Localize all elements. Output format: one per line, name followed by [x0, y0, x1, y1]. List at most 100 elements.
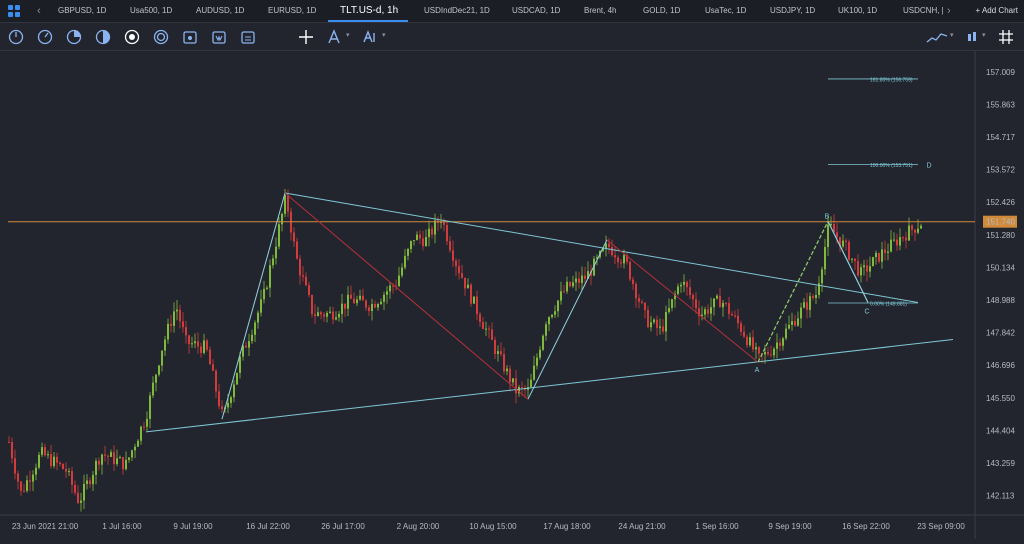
text-tool-icon[interactable]: [362, 29, 378, 45]
tab-8[interactable]: GOLD, 1D: [643, 6, 681, 15]
chevron-down-icon[interactable]: ▾: [950, 32, 954, 39]
candle: [902, 236, 904, 242]
candle: [575, 271, 577, 292]
candle: [287, 189, 289, 218]
tab-12[interactable]: USDCNH, |: [903, 6, 944, 15]
tab-3[interactable]: EURUSD, 1D: [268, 6, 317, 15]
candle: [857, 254, 859, 278]
x-tick-label: 1 Jul 16:00: [102, 522, 142, 531]
clock-icon[interactable]: [66, 29, 82, 45]
candle: [509, 365, 511, 392]
candle: [398, 266, 400, 288]
candle: [182, 312, 184, 333]
circle-dot-icon[interactable]: [124, 29, 140, 45]
candle: [629, 260, 631, 282]
candle: [584, 266, 586, 287]
candle: [248, 333, 250, 357]
candle: [401, 263, 403, 278]
candle: [656, 315, 658, 336]
candle: [749, 332, 751, 348]
candle: [356, 295, 358, 307]
candle: [542, 334, 544, 352]
candle: [905, 231, 907, 249]
tab-4[interactable]: TLT.US-d, 1h: [340, 5, 399, 16]
lower-trendline: [145, 338, 954, 433]
calendar-icon[interactable]: [240, 29, 256, 45]
tab-7[interactable]: Brent, 4h: [584, 6, 617, 15]
grid-icon[interactable]: [998, 29, 1014, 45]
current-price-label: 151.740: [986, 218, 1015, 227]
tab-11[interactable]: UK100, 1D: [838, 6, 878, 15]
candle: [125, 451, 127, 471]
chevron-right-icon[interactable]: ›: [947, 5, 951, 17]
candle: [296, 237, 298, 260]
candle: [260, 289, 262, 317]
add-chart-button[interactable]: + Add Chart: [975, 6, 1018, 15]
price-chart[interactable]: 157.009 155.863 154.717 153.572 152.426 151.2…: [0, 51, 1024, 539]
calendar-icon[interactable]: [182, 29, 198, 45]
candle: [92, 470, 94, 492]
candle: [176, 299, 178, 321]
indicator-icon[interactable]: [964, 29, 980, 45]
candle: [758, 346, 760, 361]
candle: [698, 300, 700, 326]
candle: [110, 449, 112, 458]
candle: [701, 306, 703, 321]
candle: [146, 411, 148, 432]
chevron-down-icon[interactable]: ▾: [982, 32, 986, 39]
chevron-down-icon[interactable]: ▾: [382, 32, 386, 39]
candle: [272, 254, 274, 269]
tab-1[interactable]: Usa500, 1D: [130, 6, 173, 15]
drawing-tool-icon[interactable]: [326, 29, 342, 45]
candle: [140, 425, 142, 445]
candle: [365, 299, 367, 311]
chart-type-icon[interactable]: [926, 29, 948, 45]
chevron-down-icon[interactable]: ▾: [346, 32, 350, 39]
layout-grid-icon[interactable]: [8, 5, 20, 17]
candle: [86, 474, 88, 490]
candle: [848, 239, 850, 262]
candle: [242, 344, 244, 361]
calendar-icon[interactable]: [211, 29, 227, 45]
candle: [422, 230, 424, 251]
candle: [191, 336, 193, 348]
candle: [485, 321, 487, 336]
tab-2[interactable]: AUDUSD, 1D: [196, 6, 245, 15]
candle: [350, 285, 352, 299]
x-tick-label: 9 Jul 19:00: [173, 522, 213, 531]
x-tick-label: 16 Sep 22:00: [842, 522, 890, 531]
candle: [245, 341, 247, 348]
candle: [785, 323, 787, 341]
y-tick-label: 154.717: [986, 133, 1015, 142]
candles-group: [8, 189, 922, 512]
crosshair-icon[interactable]: [298, 29, 314, 45]
candle: [818, 275, 820, 299]
clock-icon[interactable]: [37, 29, 53, 45]
circle-dot-icon[interactable]: [153, 29, 169, 45]
candle: [653, 317, 655, 325]
candle: [899, 228, 901, 251]
chevron-left-icon[interactable]: ‹: [37, 5, 41, 17]
candle: [842, 234, 844, 249]
candle: [167, 318, 169, 344]
y-tick-label: 148.988: [986, 296, 1015, 305]
tab-10[interactable]: USDJPY, 1D: [770, 6, 816, 15]
tab-5[interactable]: USDIndDec21, 1D: [424, 6, 490, 15]
candle: [479, 311, 481, 327]
candle: [383, 291, 385, 310]
candle: [611, 239, 613, 257]
candle: [173, 302, 175, 333]
candle: [26, 475, 28, 493]
tab-6[interactable]: USDCAD, 1D: [512, 6, 561, 15]
tab-9[interactable]: UsaTec, 1D: [705, 6, 747, 15]
candle: [491, 322, 493, 341]
candle: [23, 484, 25, 493]
tab-0[interactable]: GBPUSD, 1D: [58, 6, 107, 15]
clock-icon[interactable]: [8, 29, 24, 45]
contrast-icon[interactable]: [95, 29, 111, 45]
candle: [407, 247, 409, 261]
chart-canvas[interactable]: 157.009 155.863 154.717 153.572 152.426 151.2…: [0, 51, 1024, 539]
candle: [740, 320, 742, 336]
candle: [560, 281, 562, 305]
candle: [323, 311, 325, 322]
